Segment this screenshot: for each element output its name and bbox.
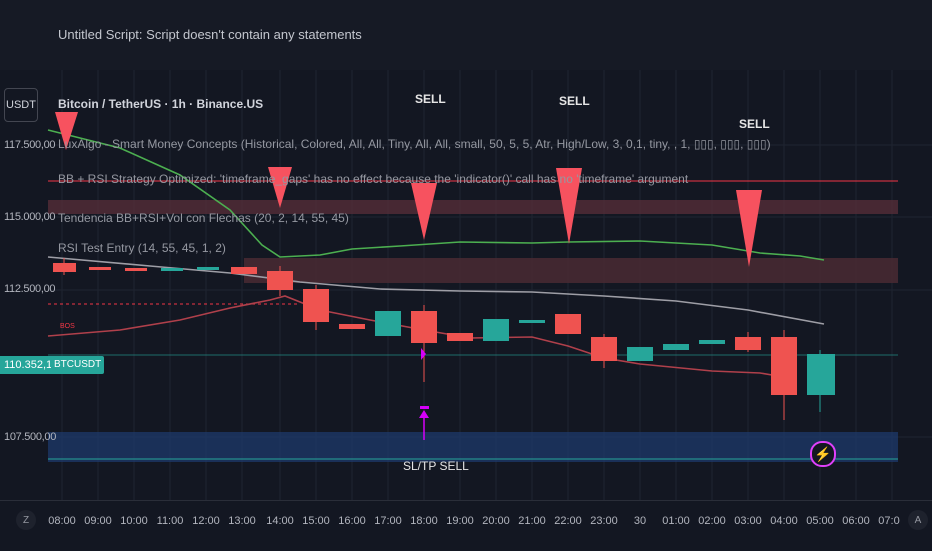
symbol-tag: BTCUSDT <box>51 356 105 374</box>
candle <box>125 268 147 271</box>
purple-marker-bar <box>420 406 429 409</box>
x-axis-label: 08:00 <box>48 515 76 527</box>
y-axis-label: 112.500,00 <box>4 283 56 295</box>
sell-label: SELL <box>415 92 446 106</box>
x-axis-label: 05:00 <box>806 515 834 527</box>
candle <box>483 319 509 341</box>
x-axis-label: 07:0 <box>878 515 900 527</box>
gray-ma-line <box>47 256 825 325</box>
y-axis-label: 115.000,00 <box>4 211 56 223</box>
current-price-tag: 110.352,15 <box>0 356 63 374</box>
candle <box>303 289 329 322</box>
candle <box>375 311 401 336</box>
x-axis-label: 30 <box>633 515 647 527</box>
x-axis-label: 21:00 <box>518 515 546 527</box>
x-axis-label: 19:00 <box>446 515 474 527</box>
candle <box>735 337 761 350</box>
x-axis-label: 06:00 <box>842 515 870 527</box>
candle <box>699 340 725 344</box>
sell-arrow <box>55 112 78 150</box>
lightning-icon[interactable]: ⚡ <box>810 441 836 467</box>
legend-indicator-rsi-test[interactable]: RSI Test Entry (14, 55, 45, 1, 2) <box>58 241 226 255</box>
sell-label: SELL <box>559 94 590 108</box>
top-bar: Untitled Script: Script doesn't contain … <box>0 0 932 70</box>
x-axis-label: 16:00 <box>338 515 366 527</box>
x-axis-label: 23:00 <box>590 515 618 527</box>
x-axis-label: 17:00 <box>374 515 402 527</box>
candle <box>519 320 545 323</box>
sell-arrow <box>736 190 762 267</box>
demand-zone <box>48 432 898 462</box>
candle <box>591 337 617 361</box>
candle <box>89 267 111 270</box>
sell-arrow <box>556 168 582 244</box>
sell-label: SELL <box>739 117 770 131</box>
candle <box>411 311 437 343</box>
currency-button[interactable]: USDT <box>4 88 38 122</box>
legend-indicator-bb-rsi[interactable]: BB + RSI Strategy Optimized: 'timeframe_… <box>58 172 689 186</box>
supply-zone-upper <box>48 200 898 214</box>
price-chart[interactable] <box>0 70 932 500</box>
candle <box>771 337 797 395</box>
script-message: Untitled Script: Script doesn't contain … <box>58 27 362 42</box>
x-axis-label: 18:00 <box>410 515 438 527</box>
candle <box>53 263 76 272</box>
x-axis-label: 09:00 <box>84 515 112 527</box>
legend-indicator-tendencia[interactable]: Tendencia BB+RSI+Vol con Flechas (20, 2,… <box>58 211 349 225</box>
green-ma-line <box>47 129 825 261</box>
y-axis-label: 107.500,00 <box>4 431 57 443</box>
candle <box>197 267 219 270</box>
grid <box>48 70 932 500</box>
candle <box>555 314 581 334</box>
time-axis[interactable]: 08:00 09:00 10:00 11:00 12:00 13:00 14:0… <box>0 500 932 551</box>
candle <box>339 324 365 329</box>
x-axis-label: 20:00 <box>482 515 510 527</box>
x-axis-label: 11:00 <box>156 515 184 527</box>
x-axis-label: 01:00 <box>662 515 690 527</box>
x-axis-label: 12:00 <box>192 515 220 527</box>
legend-indicator-luxalgo[interactable]: LuxAlgo - Smart Money Concepts (Historic… <box>58 137 771 151</box>
x-axis-label: 22:00 <box>554 515 582 527</box>
candle <box>161 268 183 271</box>
candle <box>627 347 653 361</box>
sell-arrow <box>268 167 292 208</box>
sell-arrow <box>411 183 437 240</box>
zoom-reset-button[interactable]: Z <box>16 510 36 530</box>
legend-title[interactable]: Bitcoin / TetherUS · 1h · Binance.US <box>58 97 264 111</box>
x-axis-label: 03:00 <box>734 515 762 527</box>
x-axis-label: 10:00 <box>120 515 148 527</box>
candle <box>807 354 835 395</box>
candle <box>267 271 293 290</box>
candles[interactable] <box>53 258 835 420</box>
y-axis-label: 117.500,00 <box>4 139 56 151</box>
x-axis-label: 15:00 <box>302 515 330 527</box>
sltp-sell-label: SL/TP SELL <box>403 459 469 473</box>
x-axis-label: 04:00 <box>770 515 798 527</box>
candle <box>447 333 473 341</box>
candle <box>231 267 257 274</box>
purple-arrow-head <box>419 410 429 418</box>
supply-zone-lower <box>244 258 898 283</box>
candle <box>663 344 689 350</box>
auto-scale-button[interactable]: A <box>908 510 928 530</box>
x-axis-label: 02:00 <box>698 515 726 527</box>
purple-marker <box>421 348 426 360</box>
x-axis-label: 14:00 <box>266 515 294 527</box>
bos-label: BOS <box>60 323 75 330</box>
x-axis-label: 13:00 <box>228 515 256 527</box>
